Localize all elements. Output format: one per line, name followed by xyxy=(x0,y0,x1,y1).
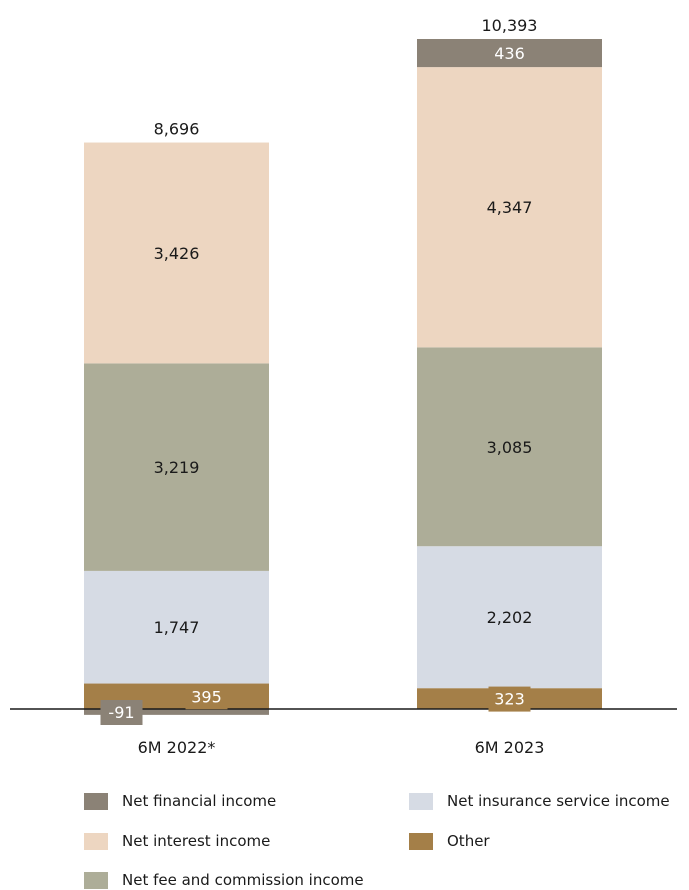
data-label-other-1-box xyxy=(185,684,228,710)
data-label-net-financial-income-1: -91 xyxy=(108,703,134,722)
data-label-net-insurance-service-income-1: 1,747 xyxy=(154,618,200,637)
data-label-other-1: 395 xyxy=(191,687,222,706)
total-label-2: 10,393 xyxy=(482,16,538,35)
bar-net-financial-income-1 xyxy=(84,709,269,715)
total-label-1: 8,696 xyxy=(154,120,200,139)
x-tick-label-2: 6M 2023 xyxy=(475,738,545,757)
data-label-net-financial-income-2-box xyxy=(488,41,531,67)
bar-net-fee-and-commission-income-2 xyxy=(417,347,602,547)
data-label-net-insurance-service-income-2: 2,202 xyxy=(487,608,533,627)
data-label-other-2-group: 323 xyxy=(488,686,531,712)
data-label-net-financial-income-1-box xyxy=(100,700,143,725)
data-label-other-2: 323 xyxy=(494,690,525,709)
bar-net-insurance-service-income-2 xyxy=(417,546,602,689)
data-label-net-interest-income-1: 3,426 xyxy=(154,244,200,263)
x-tick-label-1: 6M 2022* xyxy=(138,738,216,757)
data-label-other-2-box xyxy=(488,686,531,712)
data-label-net-financial-income-2: 436 xyxy=(494,44,525,63)
bar-net-interest-income-1 xyxy=(84,142,269,364)
bar-net-insurance-service-income-1 xyxy=(84,570,269,684)
data-label-net-interest-income-2: 4,347 xyxy=(487,198,533,217)
data-label-net-fee-and-commission-income-1: 3,219 xyxy=(154,458,200,477)
bar-net-fee-and-commission-income-1 xyxy=(84,363,269,571)
data-label-net-financial-income-1-group: -91 xyxy=(100,700,143,725)
data-label-other-1-group: 395 xyxy=(185,684,228,710)
bar-net-interest-income-2 xyxy=(417,67,602,348)
data-label-net-fee-and-commission-income-2: 3,085 xyxy=(487,438,533,457)
data-label-net-financial-income-2-group: 436 xyxy=(488,41,531,67)
